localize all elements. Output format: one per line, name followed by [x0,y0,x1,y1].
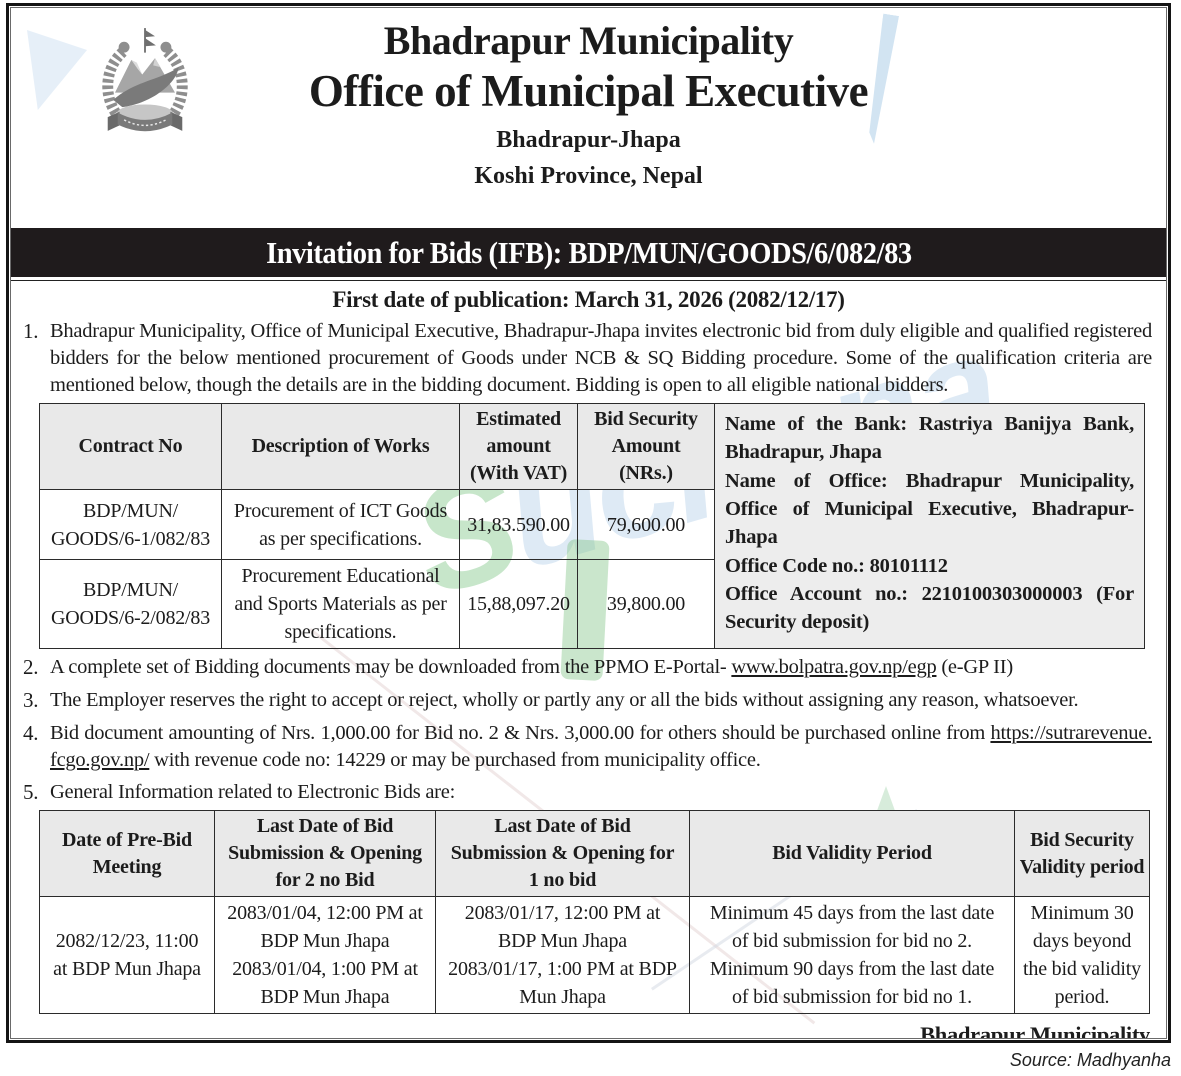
publication-date-line: First date of publication: March 31, 202… [332,287,845,312]
bid-security-1: 79,600.00 [577,489,715,561]
document-frame: Suchana [6,3,1171,1043]
item-text: Bid document amounting of Nrs. 1,000.00 … [50,720,1152,774]
col-header-last-date-2no: Last Date of Bid Submission & Opening fo… [214,810,436,898]
list-item-5: 5. General Information related to Electr… [11,779,1166,807]
office-code: Office Code no.: 80101112 [725,554,948,577]
table-row: 2082/12/23, 11:00 at BDP Mun Jhapa 2083/… [39,896,1150,1015]
list-item-3: 3. The Employer reserves the right to ac… [11,687,1166,715]
office-account: Office Account no.: 2210100303000003 (Fo… [725,582,1134,634]
source-credit: Source: Madhyanha [1009,1050,1171,1070]
ifb-banner-text: Invitation for Bids (IFB): BDP/MUN/GOODS… [265,235,912,270]
sutrarevenue-link-part1[interactable]: https://sutrarevenue. [990,721,1152,744]
item-text-prefix: Bid document amounting of Nrs. 1,000.00 … [50,721,991,744]
table-row: BDP/MUN/ GOODS/6-2/082/83 Procurement Ed… [39,559,1145,650]
item-text-suffix: with revenue code no: 14229 or may be pu… [149,748,761,771]
item-text-suffix: (e-GP II) [936,656,1013,679]
item-text: General Information related to Electroni… [50,780,456,803]
prebid-meeting-date: 2082/12/23, 11:00 at BDP Mun Jhapa [39,896,215,1015]
item-text: Bhadrapur Municipality, Office of Munici… [50,320,1152,397]
estimated-amount-2: 15,88,097.20 [459,559,578,650]
procurement-table: Contract No Description of Works Estimat… [39,403,1145,650]
contract-no-1: BDP/MUN/ GOODS/6-1/082/83 [39,489,222,561]
banner-divider [11,280,1166,281]
list-item-2: 2. A complete set of Bidding documents m… [11,654,1166,682]
letterhead: Bhadrapur Municipality Office of Municip… [11,8,1166,218]
document-inner-frame: Suchana [10,7,1167,1039]
item-number: 1. [23,319,39,343]
description-1: Procurement of ICT Goods as per specific… [221,489,460,561]
col-header-estimated-amount: Estimated amount (With VAT) [459,403,578,491]
signature-org: Bhadrapur Municipality [920,1022,1150,1039]
bid-security-2: 39,800.00 [577,559,715,650]
ifb-banner: Invitation for Bids (IFB): BDP/MUN/GOODS… [11,228,1166,277]
item-number: 4. [23,720,39,745]
province-line: Koshi Province, Nepal [474,162,703,189]
signature-block: Bhadrapur Municipality Office of the Mun… [11,1020,1166,1039]
sutrarevenue-link-part2[interactable]: fcgo.gov.np/ [50,748,150,771]
office-name: Name of Office: Bhadrapur Municipality, … [725,469,1134,549]
bank-name: Name of the Bank: Rastriya Banijya Bank,… [725,413,1134,464]
bid-security-validity: Minimum 30 days beyond the bid validity … [1014,896,1150,1015]
item-number: 5. [23,779,39,804]
bolpatra-link[interactable]: www.bolpatra.gov.np/egp [731,656,937,679]
estimated-amount-1: 31,83.590.00 [459,489,578,561]
col-header-bid-validity: Bid Validity Period [689,810,1015,898]
col-header-bid-security: Bid Security Amount (NRs.) [577,403,715,491]
col-header-prebid-meeting: Date of Pre-Bid Meeting [39,810,215,898]
list-item-1: 1. Bhadrapur Municipality, Office of Mun… [11,318,1166,399]
item-text: A complete set of Bidding documents may … [50,654,1152,682]
col-header-bid-security-validity: Bid Security Validity period [1014,810,1150,898]
contract-no-2: BDP/MUN/ GOODS/6-2/082/83 [39,559,222,650]
item-text-prefix: A complete set of Bidding documents may … [50,656,732,679]
col-header-contract-no: Contract No [39,403,222,491]
last-date-2no: 2083/01/04, 12:00 PM at BDP Mun Jhapa 20… [214,896,436,1015]
bank-office-info-cell: Name of the Bank: Rastriya Banijya Bank,… [714,403,1145,650]
item-number: 2. [23,655,39,680]
location-line: Bhadrapur-Jhapa [496,126,681,153]
bid-validity-period: Minimum 45 days from the last date of bi… [689,896,1015,1015]
office-title: Office of Municipal Executive [308,66,869,116]
list-item-4: 4. Bid document amounting of Nrs. 1,000.… [11,720,1166,774]
col-header-description: Description of Works [221,403,460,491]
electronic-bid-info-table: Date of Pre-Bid Meeting Last Date of Bid… [39,810,1150,1015]
col-header-last-date-1no: Last Date of Bid Submission & Opening fo… [435,810,690,898]
nepal-emblem-logo [95,20,195,163]
last-date-1no: 2083/01/17, 12:00 PM at BDP Mun Jhapa 20… [435,896,690,1015]
table-row: BDP/MUN/ GOODS/6-1/082/83 Procurement of… [39,489,1145,561]
description-2: Procurement Educational and Sports Mater… [221,559,460,650]
org-title: Bhadrapur Municipality [383,18,794,63]
item-text: The Employer reserves the right to accep… [50,688,1079,711]
item-number: 3. [23,687,39,712]
